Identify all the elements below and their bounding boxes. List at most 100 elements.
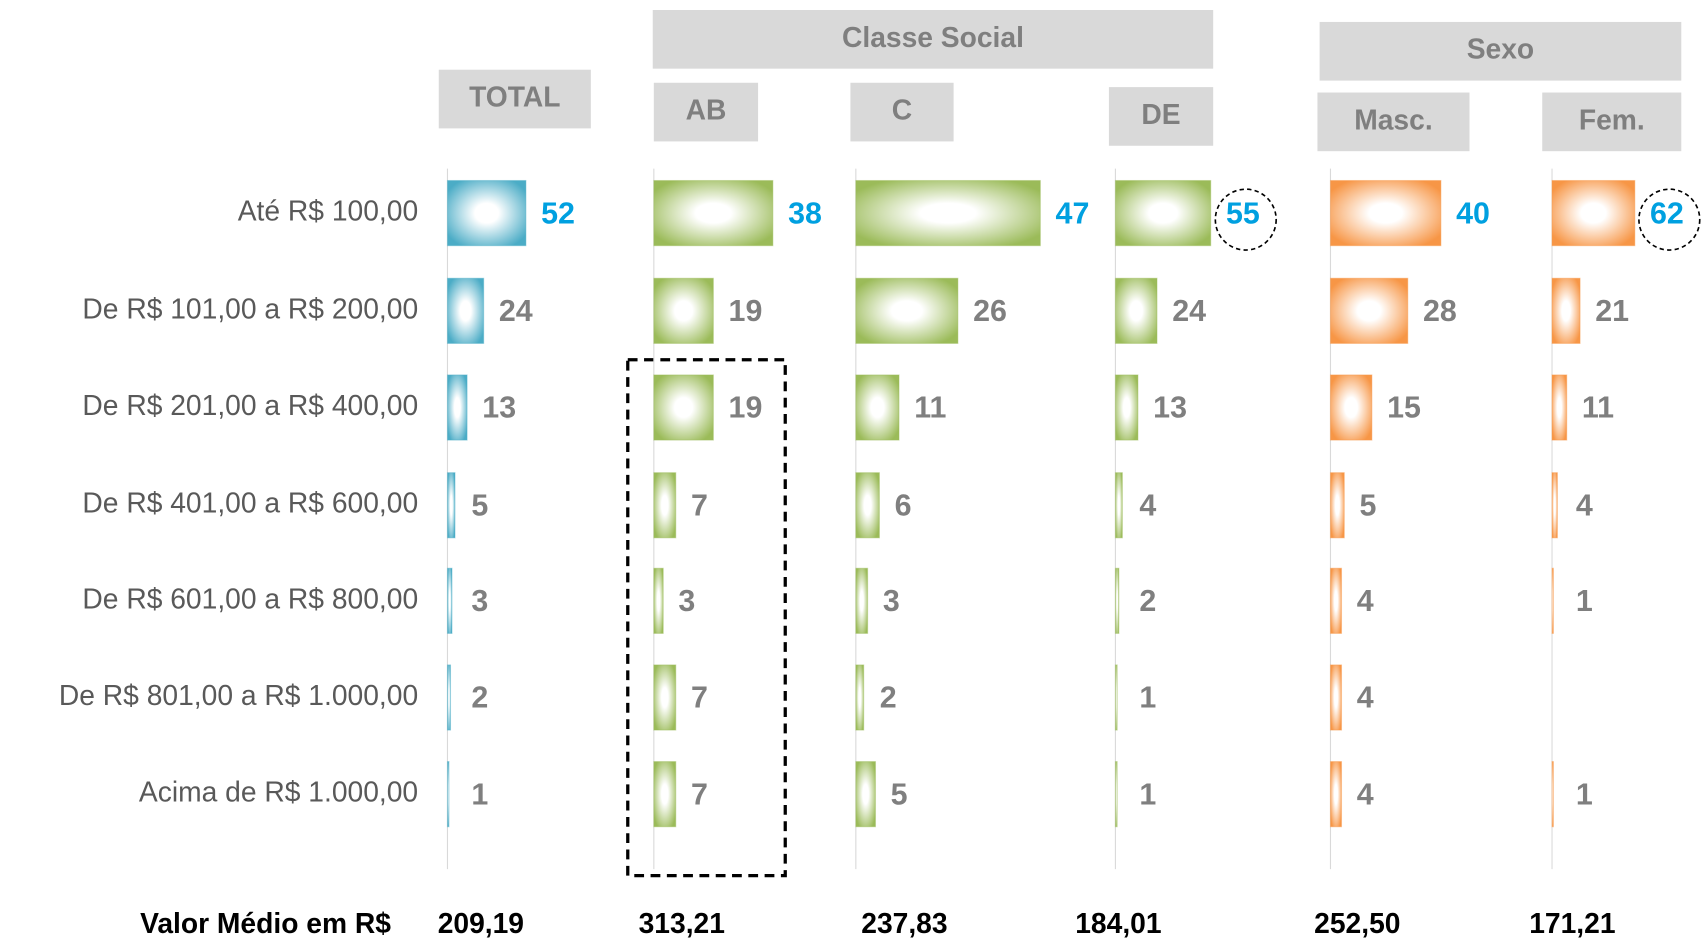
highlight-circle bbox=[1638, 188, 1701, 251]
bar bbox=[653, 179, 774, 247]
value-label: 1 bbox=[1576, 584, 1593, 618]
category-label: De R$ 201,00 a R$ 400,00 bbox=[82, 389, 418, 421]
panel-header: TOTAL bbox=[469, 81, 560, 113]
panel-header: C bbox=[892, 94, 912, 126]
value-label: 19 bbox=[729, 391, 763, 425]
bar bbox=[446, 374, 468, 441]
bar bbox=[446, 472, 456, 539]
average-value: 184,01 bbox=[1075, 907, 1161, 939]
bar bbox=[855, 567, 869, 634]
value-label: 26 bbox=[973, 294, 1007, 328]
value-label: 13 bbox=[482, 391, 516, 425]
bar bbox=[1329, 179, 1442, 247]
category-label: De R$ 801,00 a R$ 1.000,00 bbox=[59, 679, 418, 711]
bar bbox=[1114, 374, 1139, 441]
highlight-box bbox=[626, 358, 787, 878]
highlight-circle bbox=[1214, 188, 1277, 251]
bar bbox=[1551, 567, 1554, 634]
value-label: 1 bbox=[1139, 681, 1156, 715]
bar bbox=[653, 472, 677, 539]
value-label: 11 bbox=[914, 391, 946, 425]
bar bbox=[855, 179, 1041, 247]
panel-header-box bbox=[1542, 92, 1682, 152]
value-label: 4 bbox=[1357, 777, 1374, 811]
bar bbox=[653, 664, 677, 731]
value-label: 13 bbox=[1153, 391, 1187, 425]
average-value: 171,21 bbox=[1529, 907, 1615, 939]
value-label: 38 bbox=[788, 196, 822, 230]
bar bbox=[446, 179, 527, 247]
bar bbox=[1114, 179, 1212, 247]
value-label: 2 bbox=[880, 681, 897, 715]
category-label: Acima de R$ 1.000,00 bbox=[139, 776, 418, 808]
average-value: 237,83 bbox=[861, 907, 947, 939]
bar bbox=[446, 664, 452, 731]
value-label: 24 bbox=[1172, 294, 1206, 328]
bar bbox=[1114, 664, 1118, 731]
bar bbox=[1114, 567, 1120, 634]
bar bbox=[446, 277, 485, 344]
bar bbox=[446, 761, 450, 828]
value-label: 3 bbox=[678, 584, 695, 618]
bar bbox=[1114, 761, 1118, 828]
value-label: 11 bbox=[1582, 391, 1614, 425]
value-label: 55 bbox=[1226, 196, 1260, 230]
average-value: 209,19 bbox=[438, 907, 524, 939]
bar bbox=[1551, 374, 1568, 441]
panel-header: AB bbox=[686, 94, 727, 126]
category-label: De R$ 601,00 a R$ 800,00 bbox=[82, 582, 418, 614]
bar bbox=[855, 761, 877, 828]
bar bbox=[1329, 374, 1373, 441]
value-label: 7 bbox=[691, 777, 708, 811]
category-label: Até R$ 100,00 bbox=[238, 195, 418, 227]
value-label: 24 bbox=[499, 294, 533, 328]
average-value: 252,50 bbox=[1314, 907, 1400, 939]
panel-header: Masc. bbox=[1354, 103, 1432, 135]
bar bbox=[1551, 472, 1558, 539]
value-label: 1 bbox=[471, 777, 488, 811]
value-label: 47 bbox=[1056, 196, 1090, 230]
panel-header-box bbox=[1317, 92, 1470, 152]
summary-label: Valor Médio em R$ bbox=[140, 907, 391, 939]
group-header: Sexo bbox=[1467, 33, 1534, 65]
panel-header-box bbox=[1108, 87, 1214, 146]
value-label: 1 bbox=[1139, 777, 1156, 811]
value-label: 3 bbox=[471, 584, 488, 618]
group-header-box bbox=[1319, 21, 1682, 81]
value-label: 7 bbox=[691, 488, 708, 522]
bar bbox=[653, 761, 677, 828]
panel-header-box bbox=[850, 82, 954, 142]
group-header-box bbox=[652, 9, 1214, 69]
value-label: 2 bbox=[1139, 584, 1156, 618]
value-label: 28 bbox=[1423, 294, 1457, 328]
value-label: 4 bbox=[1576, 488, 1593, 522]
value-label: 5 bbox=[891, 777, 908, 811]
value-label: 21 bbox=[1595, 294, 1629, 328]
bar bbox=[855, 664, 865, 731]
value-label: 1 bbox=[1576, 777, 1593, 811]
value-label: 2 bbox=[471, 681, 488, 715]
value-label: 3 bbox=[883, 584, 900, 618]
value-label: 4 bbox=[1139, 488, 1156, 522]
value-label: 4 bbox=[1357, 681, 1374, 715]
bar bbox=[1114, 277, 1158, 344]
bar bbox=[1329, 761, 1343, 828]
bar bbox=[855, 277, 959, 344]
bar bbox=[1551, 761, 1554, 828]
bar bbox=[1329, 567, 1343, 634]
category-label: De R$ 401,00 a R$ 600,00 bbox=[82, 487, 418, 519]
group-header: Classe Social bbox=[842, 21, 1024, 53]
bar bbox=[1551, 179, 1636, 247]
value-label: 19 bbox=[729, 294, 763, 328]
panel-header-box bbox=[438, 69, 591, 129]
panel-header: DE bbox=[1141, 98, 1180, 130]
bar bbox=[446, 567, 453, 634]
value-label: 7 bbox=[691, 681, 708, 715]
bar bbox=[1114, 472, 1123, 539]
bar bbox=[653, 567, 664, 634]
value-label: 52 bbox=[541, 196, 575, 230]
category-label: De R$ 101,00 a R$ 200,00 bbox=[82, 292, 418, 324]
panel-header-box bbox=[653, 82, 759, 142]
